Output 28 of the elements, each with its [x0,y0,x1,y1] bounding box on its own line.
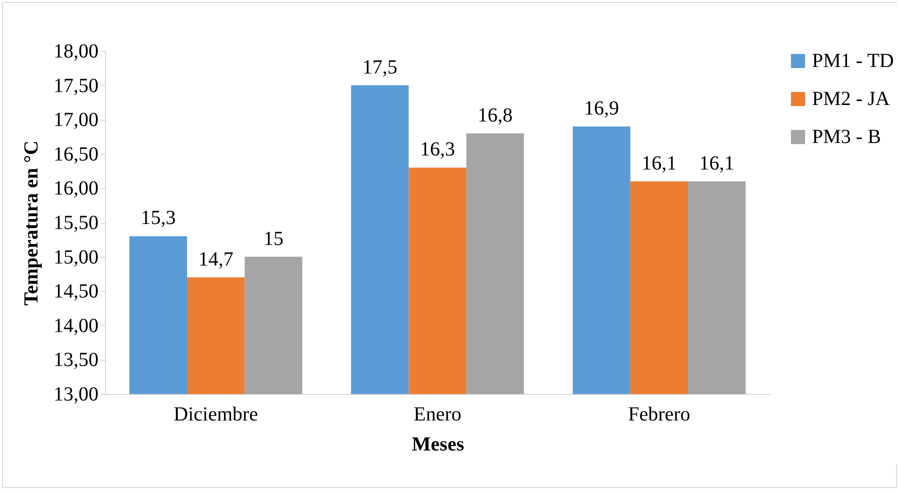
x-axis-title: Meses [412,434,464,456]
y-tick-label: 16,50 [54,143,98,166]
data-label: 15 [263,228,284,250]
y-axis-title: Temperatura en °C [20,140,42,306]
legend-label: PM1 - TD [812,50,894,72]
y-tick-label: 18,00 [54,40,98,62]
data-label: 17,5 [362,56,398,78]
data-label: 14,7 [198,248,234,270]
y-tick-label: 13,00 [54,384,98,406]
y-tick-label: 16,00 [54,178,98,200]
data-label: 16,3 [420,138,455,161]
legend-label: PM3 - B [812,126,881,148]
y-tick-label: 17,50 [54,74,98,97]
data-label: 15,3 [140,207,176,230]
y-tick-label: 14,00 [54,314,98,337]
x-tick-label: Febrero [628,404,690,426]
y-tick-label: 14,50 [54,280,98,303]
y-tick-label: 13,50 [54,349,98,372]
data-label: 16,1 [699,152,734,174]
y-tick-label: 15,50 [54,212,98,234]
data-label: 16,9 [584,97,620,120]
y-tick-label: 17,00 [54,109,98,132]
x-tick-label: Enero [414,404,462,426]
legend-label: PM2 - JA [812,88,890,110]
y-tick-label: 15,00 [54,246,98,268]
data-label: 16,1 [642,152,677,174]
x-tick-label: Diciembre [174,404,258,426]
data-label: 16,8 [478,104,513,126]
